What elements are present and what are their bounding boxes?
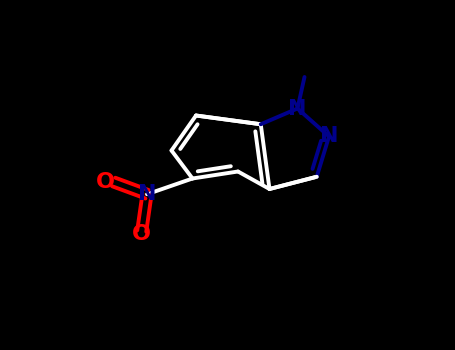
Text: N: N [138, 184, 156, 204]
Text: N: N [320, 126, 338, 147]
Text: O: O [132, 224, 151, 245]
Text: O: O [96, 172, 115, 192]
Text: N: N [288, 98, 307, 119]
